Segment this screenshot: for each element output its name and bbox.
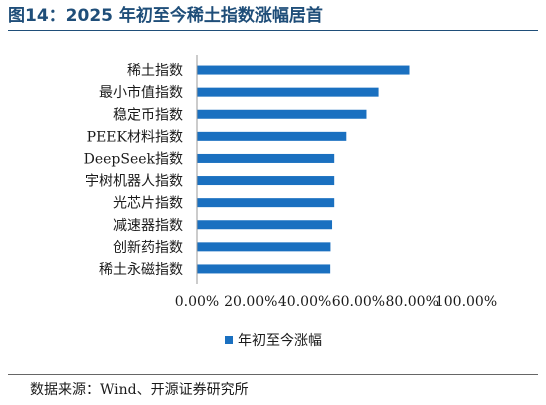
bar-9 [197,264,331,274]
bar-8 [197,242,331,252]
source-rule [8,374,538,375]
category-label-9: 稀土永磁指数 [99,262,183,278]
source-note: 数据来源：Wind、开源证券研究所 [30,382,249,398]
bar-7 [197,220,333,230]
figure-title: 图14：2025 年初至今稀土指数涨幅居首 [8,6,323,26]
x-tick-label-0: 0.00% [175,294,219,310]
legend: 年初至今涨幅 [225,332,322,349]
category-label-5: 宇树机器人指数 [85,174,183,190]
bar-6 [197,198,335,208]
x-tick-label-3: 60.00% [332,294,385,310]
bar-0 [197,65,410,75]
legend-swatch [225,336,233,344]
category-label-2: 稳定币指数 [113,107,183,123]
category-label-1: 最小市值指数 [99,84,183,101]
x-tick-label-1: 20.00% [224,294,277,310]
x-tick-label-5: 100.00% [435,294,497,310]
legend-label: 年初至今涨幅 [238,332,322,349]
bar-3 [197,131,347,141]
bars-group [197,65,410,274]
x-tick-label-4: 80.00% [386,294,439,310]
bar-5 [197,176,335,186]
category-label-8: 创新药指数 [113,240,183,256]
category-label-6: 光芯片指数 [113,196,183,212]
category-label-0: 稀土指数 [127,63,183,79]
category-label-4: DeepSeek指数 [84,151,183,167]
bar-4 [197,153,335,163]
bar-1 [197,87,379,97]
category-label-3: PEEK材料指数 [87,129,183,145]
x-tick-labels: 0.00% 20.00% 40.00% 60.00% 80.00%100.00% [175,294,497,310]
title-rule [8,30,538,31]
x-tick-label-2: 40.00% [278,294,331,310]
category-label-7: 减速器指数 [113,218,183,234]
bar-2 [197,109,367,119]
